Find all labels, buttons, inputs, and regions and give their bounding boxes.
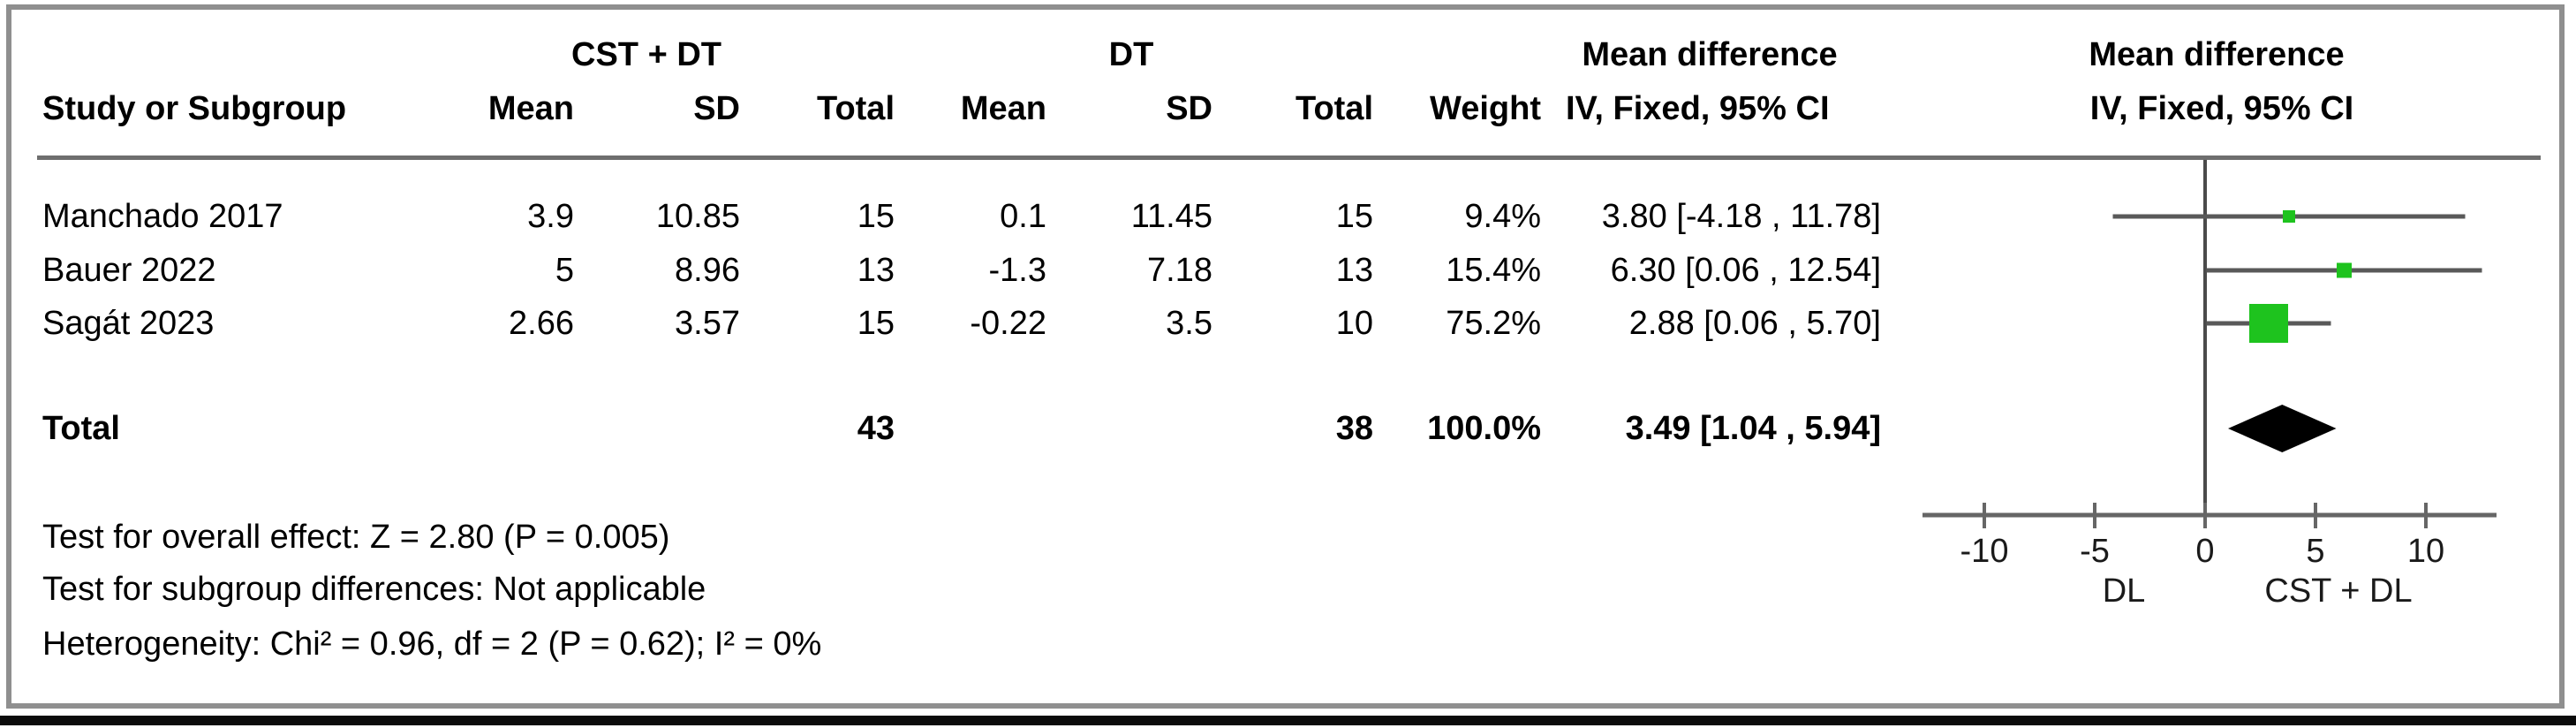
group-header-md-plot: Mean difference xyxy=(2089,36,2345,73)
header-separator-line xyxy=(37,155,2541,160)
row-0-md-ci: 3.80 [-4.18 , 11.78] xyxy=(1601,198,1881,235)
group-header-experimental: CST + DT xyxy=(571,36,721,73)
row-1-sd-exp: 8.96 xyxy=(675,252,740,289)
col-header-total-ctrl: Total xyxy=(1296,90,1373,127)
col-header-weight: Weight xyxy=(1430,90,1541,127)
col-header-mean-exp: Mean xyxy=(487,90,574,127)
row-0-weight: 9.4% xyxy=(1464,198,1541,235)
row-1-study-name: Bauer 2022 xyxy=(42,252,216,289)
col-header-iv-fixed-plot: IV, Fixed, 95% CI xyxy=(2089,90,2354,127)
row-2-weight: 75.2% xyxy=(1446,305,1541,342)
figure-border xyxy=(6,4,2565,709)
heterogeneity-text: Heterogeneity: Chi² = 0.96, df = 2 (P = … xyxy=(42,626,822,663)
group-header-control: DT xyxy=(1108,36,1154,73)
row-0-mean-ctrl: 0.1 xyxy=(1000,198,1046,235)
row-2-total-ctrl: 10 xyxy=(1335,305,1373,342)
col-header-iv-fixed: IV, Fixed, 95% CI xyxy=(1566,90,1830,127)
row-0-total-exp: 15 xyxy=(857,198,895,235)
total-row-total-exp: 43 xyxy=(857,410,895,447)
row-2-mean-exp: 2.66 xyxy=(509,305,574,342)
total-row-label: Total xyxy=(42,410,120,447)
row-0-sd-ctrl: 11.45 xyxy=(1130,198,1212,235)
row-2-study-name: Sagát 2023 xyxy=(42,305,215,342)
row-2-mean-ctrl: -0.22 xyxy=(970,305,1046,342)
row-2-sd-ctrl: 3.5 xyxy=(1166,305,1212,342)
col-header-sd-ctrl: SD xyxy=(1166,90,1212,127)
total-row-md-ci: 3.49 [1.04 , 5.94] xyxy=(1625,410,1881,447)
total-row-total-ctrl: 38 xyxy=(1335,410,1373,447)
row-0-total-ctrl: 15 xyxy=(1335,198,1373,235)
row-2-sd-exp: 3.57 xyxy=(675,305,740,342)
row-1-mean-exp: 5 xyxy=(555,252,574,289)
row-2-total-exp: 15 xyxy=(857,305,895,342)
col-header-mean-ctrl: Mean xyxy=(960,90,1046,127)
row-0-study-name: Manchado 2017 xyxy=(42,198,283,235)
row-1-total-exp: 13 xyxy=(857,252,895,289)
subgroup-differences-text: Test for subgroup differences: Not appli… xyxy=(42,571,706,608)
row-0-sd-exp: 10.85 xyxy=(655,198,740,235)
col-header-total-exp: Total xyxy=(817,90,895,127)
col-header-study: Study or Subgroup xyxy=(42,90,347,127)
row-2-md-ci: 2.88 [0.06 , 5.70] xyxy=(1628,305,1881,342)
row-0-mean-exp: 3.9 xyxy=(527,198,574,235)
row-1-sd-ctrl: 7.18 xyxy=(1147,252,1212,289)
col-header-sd-exp: SD xyxy=(693,90,740,127)
overall-effect-test-text: Test for overall effect: Z = 2.80 (P = 0… xyxy=(42,519,670,556)
row-1-md-ci: 6.30 [0.06 , 12.54] xyxy=(1610,252,1881,289)
group-header-md-column: Mean difference xyxy=(1582,36,1838,73)
row-1-total-ctrl: 13 xyxy=(1335,252,1373,289)
row-1-weight: 15.4% xyxy=(1446,252,1541,289)
row-1-mean-ctrl: -1.3 xyxy=(988,252,1046,289)
total-row-weight: 100.0% xyxy=(1427,410,1541,447)
bottom-rule xyxy=(0,716,2576,725)
